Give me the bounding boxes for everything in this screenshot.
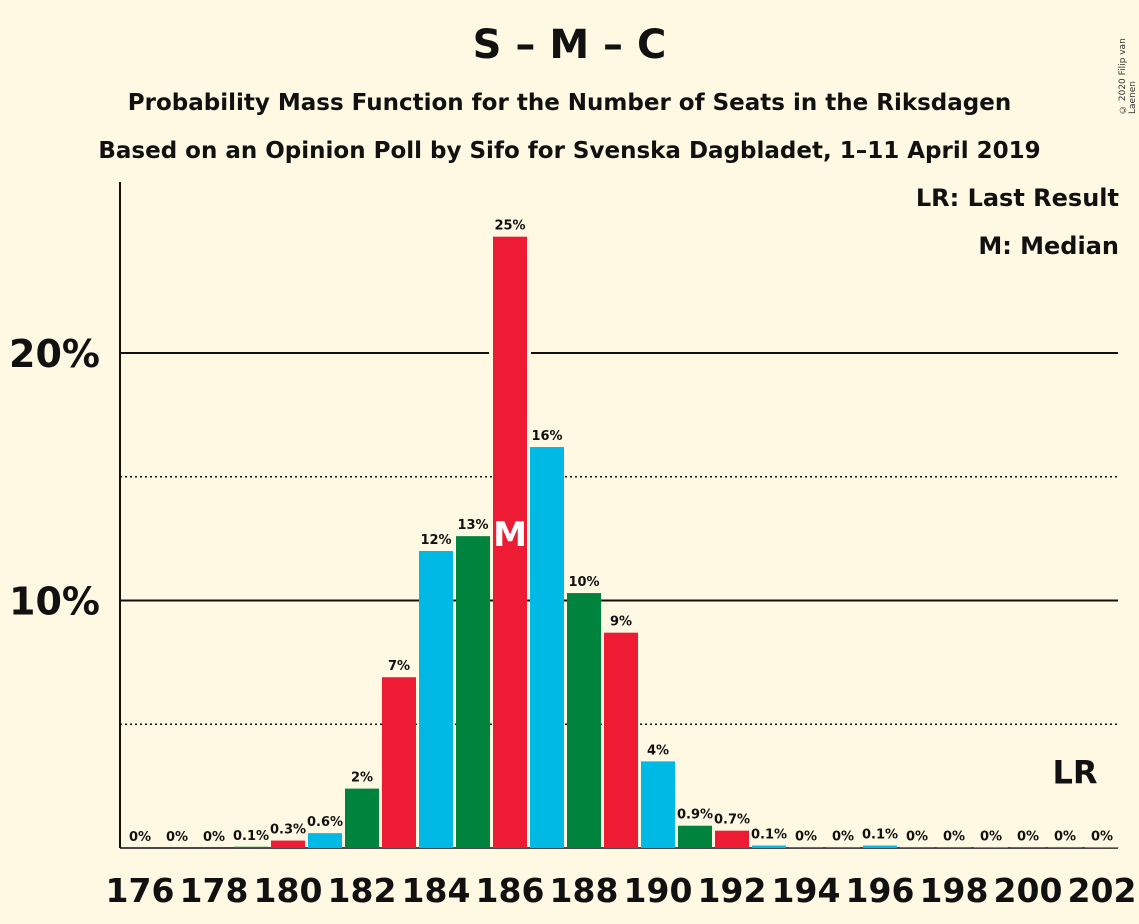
bar-seat-179 — [234, 846, 268, 848]
bar-value-label: 0.1% — [751, 828, 787, 843]
gridline-gap-left — [489, 350, 493, 356]
x-tick-label: 196 — [846, 871, 915, 910]
legend-last-result: LR: Last Result — [915, 184, 1119, 212]
bar-seat-196 — [863, 845, 897, 848]
gridline-gap-right — [527, 350, 531, 356]
last-result-marker: LR — [1052, 754, 1097, 792]
bar-seat-185 — [456, 536, 490, 848]
bar-value-label: 0% — [129, 830, 151, 845]
chart-title: S – M – C — [472, 22, 667, 68]
bar-value-label: 0% — [1091, 830, 1113, 845]
bar-seat-186 — [493, 236, 527, 849]
bar-value-label: 0.6% — [307, 815, 343, 830]
bar-seat-184 — [419, 551, 453, 848]
bar-value-label: 4% — [647, 743, 669, 758]
x-tick-label: 176 — [106, 871, 175, 910]
bar-seat-189 — [604, 632, 638, 848]
bar-seat-190 — [641, 761, 675, 848]
bar-value-label: 10% — [568, 575, 599, 590]
bar-seat-183 — [382, 677, 416, 848]
median-marker: M — [493, 515, 527, 555]
bar-value-label: 7% — [388, 659, 410, 674]
bar-value-label: 2% — [351, 771, 373, 786]
bar-value-label: 0.7% — [714, 813, 750, 828]
x-tick-label: 200 — [994, 871, 1063, 910]
x-tick-label: 192 — [698, 871, 767, 910]
x-tick-label: 198 — [920, 871, 989, 910]
bar-seat-187 — [530, 447, 564, 848]
x-tick-label: 182 — [328, 871, 397, 910]
bar-seat-180 — [271, 840, 305, 848]
x-tick-label: 186 — [476, 871, 545, 910]
bar-seat-192 — [715, 830, 749, 848]
y-tick-label: 20% — [9, 332, 100, 376]
bar-value-label: 0% — [943, 830, 965, 845]
bar-value-label: 0% — [906, 830, 928, 845]
x-tick-label: 180 — [254, 871, 323, 910]
y-tick-label: 10% — [9, 580, 100, 624]
bar-seat-193 — [752, 845, 786, 848]
bar-value-label: 0% — [980, 830, 1002, 845]
x-tick-label: 188 — [550, 871, 619, 910]
bar-seat-188 — [567, 593, 601, 848]
x-tick-label: 194 — [772, 871, 841, 910]
bar-value-label: 0% — [832, 830, 854, 845]
chart-subtitle: Probability Mass Function for the Number… — [127, 90, 1012, 116]
bar-value-label: 16% — [531, 429, 562, 444]
bar-value-label: 0.1% — [862, 828, 898, 843]
bar-seat-191 — [678, 825, 712, 848]
bar-value-label: 0% — [1054, 830, 1076, 845]
x-tick-label: 178 — [180, 871, 249, 910]
bar-value-label: 0% — [1017, 830, 1039, 845]
x-tick-label: 202 — [1068, 871, 1137, 910]
bar-value-label: 12% — [420, 533, 451, 548]
bar-value-label: 0.9% — [677, 808, 713, 823]
bar-seat-181 — [308, 833, 342, 848]
legend-median: M: Median — [978, 232, 1119, 260]
bar-value-label: 25% — [494, 219, 525, 234]
bar-value-label: 0% — [166, 830, 188, 845]
x-tick-label: 184 — [402, 871, 471, 910]
chart-subtitle-2: Based on an Opinion Poll by Sifo for Sve… — [98, 138, 1041, 164]
bar-seat-182 — [345, 788, 379, 848]
bar-value-label: 0.1% — [233, 829, 269, 844]
bar-value-label: 0% — [203, 830, 225, 845]
x-tick-label: 190 — [624, 871, 693, 910]
bar-value-label: 0% — [795, 830, 817, 845]
bar-value-label: 9% — [610, 615, 632, 630]
bar-value-label: 13% — [457, 518, 488, 533]
bar-value-label: 0.3% — [270, 823, 306, 838]
